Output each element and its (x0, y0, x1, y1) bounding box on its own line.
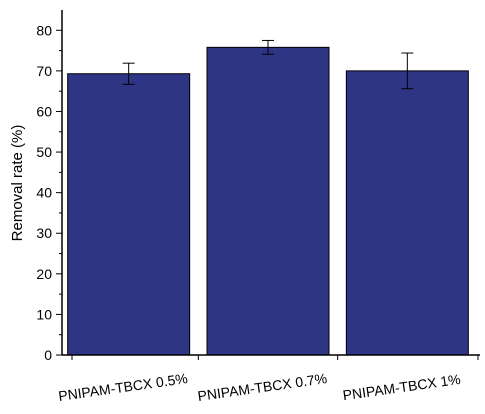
x-tick-label: PNIPAM-TBCX 0.7% (197, 370, 328, 404)
y-tick-label: 10 (36, 306, 52, 322)
x-tick-label: PNIPAM-TBCX 0.5% (57, 370, 188, 404)
y-tick-label: 0 (44, 347, 52, 363)
y-tick-label: 50 (36, 144, 52, 160)
bars-group (67, 46, 469, 356)
bar (345, 70, 469, 356)
y-tick-label: 80 (36, 22, 52, 38)
error-bars-group (122, 39, 414, 90)
y-tick-label: 20 (36, 266, 52, 282)
y-axis-label: Removal rate (%) (9, 125, 26, 242)
y-tick-label: 70 (36, 63, 52, 79)
bar (206, 46, 330, 356)
x-tick-label: PNIPAM-TBCX 1% (342, 371, 462, 403)
y-tick-label: 40 (36, 185, 52, 201)
y-tick-label: 30 (36, 225, 52, 241)
y-tick-label: 60 (36, 103, 52, 119)
axes-group (61, 10, 480, 356)
x-ticks-group: PNIPAM-TBCX 0.5% PNIPAM-TBCX 0.7% PNIPAM-T… (57, 355, 479, 404)
y-ticks-group: 0 10 20 30 40 50 60 70 80 (36, 22, 62, 363)
bar (67, 73, 191, 356)
